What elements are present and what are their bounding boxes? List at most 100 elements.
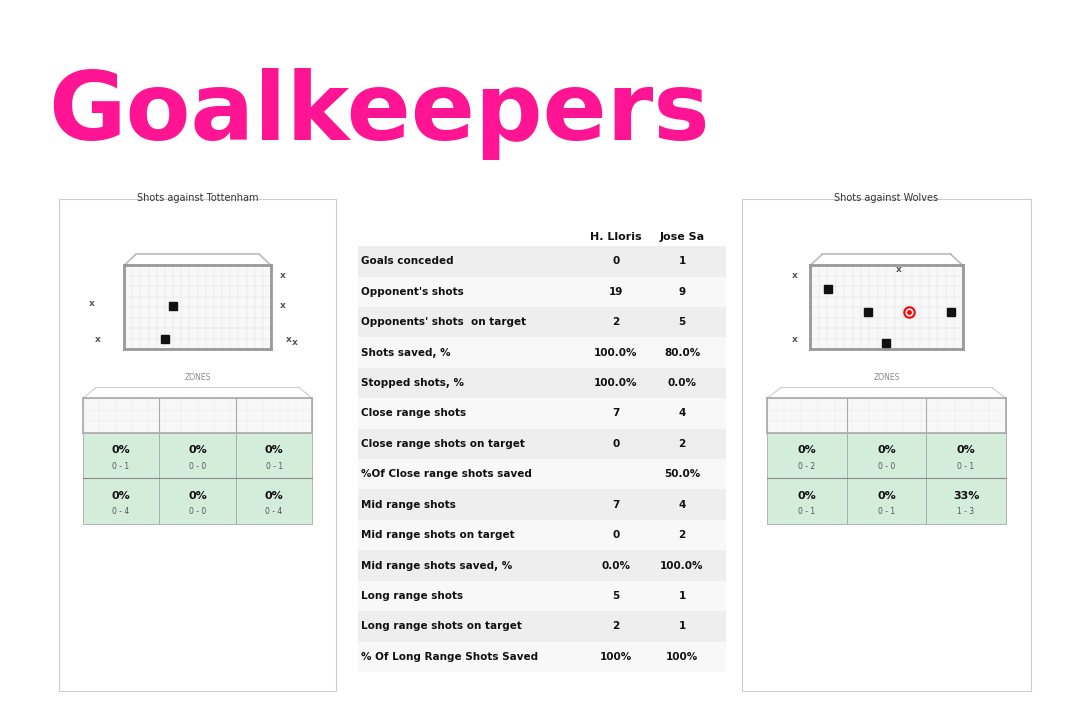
Text: Opponent's shots: Opponent's shots (361, 287, 465, 297)
Text: 19: 19 (609, 287, 623, 297)
Text: 100.0%: 100.0% (594, 378, 638, 388)
Text: 0%: 0% (877, 445, 896, 455)
Text: % Of Long Range Shots Saved: % Of Long Range Shots Saved (361, 651, 538, 661)
Text: 0 - 1: 0 - 1 (798, 508, 815, 516)
Text: 100.0%: 100.0% (594, 347, 638, 357)
Bar (236, 433, 312, 478)
Text: 0 - 2: 0 - 2 (798, 462, 815, 471)
Text: 0 - 0: 0 - 0 (189, 508, 206, 516)
Bar (926, 478, 1006, 524)
Text: x: x (792, 271, 798, 280)
Bar (358, 489, 726, 520)
Bar (159, 478, 236, 524)
Text: 0%: 0% (877, 491, 896, 501)
Text: 100%: 100% (666, 651, 698, 661)
Text: Shots against Wolves: Shots against Wolves (834, 192, 939, 202)
Text: 0%: 0% (798, 445, 816, 455)
Text: x: x (89, 299, 95, 308)
Bar (358, 368, 726, 398)
Text: Opponents' shots  on target: Opponents' shots on target (361, 318, 527, 328)
Text: Goalkeepers: Goalkeepers (48, 68, 709, 159)
Text: H. Lloris: H. Lloris (590, 232, 642, 242)
Text: 0 - 4: 0 - 4 (112, 508, 129, 516)
Text: 4: 4 (678, 409, 686, 419)
Bar (358, 276, 726, 307)
Text: x: x (280, 271, 285, 280)
Text: x: x (792, 335, 798, 344)
Bar (358, 429, 726, 459)
Bar (810, 266, 963, 350)
Text: %Of Close range shots saved: %Of Close range shots saved (361, 469, 532, 479)
Bar (83, 433, 159, 478)
Text: Shots against Tottenham: Shots against Tottenham (137, 192, 258, 202)
Text: 2: 2 (612, 318, 619, 328)
Text: 0: 0 (612, 256, 619, 266)
Text: 100%: 100% (599, 651, 632, 661)
Text: x: x (286, 335, 292, 344)
Text: x: x (280, 301, 285, 310)
Text: 0: 0 (612, 439, 619, 449)
Text: 33%: 33% (953, 491, 979, 501)
Bar (358, 611, 726, 642)
Bar (124, 266, 271, 350)
Text: Stopped shots, %: Stopped shots, % (361, 378, 465, 388)
Bar (83, 399, 313, 433)
Text: Mid range shots: Mid range shots (361, 500, 456, 510)
Text: 2: 2 (678, 439, 686, 449)
Text: 1: 1 (678, 591, 686, 601)
Bar (358, 398, 726, 429)
Bar (767, 478, 847, 524)
Bar (358, 246, 726, 276)
Text: 0 - 1: 0 - 1 (112, 462, 129, 471)
Text: 0: 0 (612, 530, 619, 540)
Bar (926, 433, 1006, 478)
Text: 0%: 0% (957, 445, 975, 455)
Text: 5: 5 (612, 591, 619, 601)
Text: Jose Sa: Jose Sa (659, 232, 705, 242)
Bar (358, 307, 726, 337)
Text: Mid range shots saved, %: Mid range shots saved, % (361, 560, 513, 570)
Bar (358, 642, 726, 672)
Text: Shots saved, %: Shots saved, % (361, 347, 451, 357)
Text: Mid range shots on target: Mid range shots on target (361, 530, 515, 540)
Text: 1 - 3: 1 - 3 (958, 508, 975, 516)
Text: Long range shots on target: Long range shots on target (361, 622, 522, 632)
Text: 0 - 0: 0 - 0 (189, 462, 206, 471)
Bar (767, 399, 1006, 433)
Text: 0 - 1: 0 - 1 (878, 508, 895, 516)
Bar (236, 478, 312, 524)
Text: 80.0%: 80.0% (664, 347, 701, 357)
Text: 7: 7 (612, 500, 619, 510)
Text: 100.0%: 100.0% (660, 560, 704, 570)
Text: 0.0%: 0.0% (668, 378, 696, 388)
Text: x: x (95, 335, 100, 344)
Bar (847, 478, 926, 524)
Text: Close range shots on target: Close range shots on target (361, 439, 525, 449)
Bar (358, 550, 726, 581)
Text: 9: 9 (678, 287, 686, 297)
Text: 0%: 0% (188, 491, 207, 501)
Text: 0%: 0% (265, 491, 283, 501)
Text: 7: 7 (612, 409, 619, 419)
Text: 0 - 1: 0 - 1 (266, 462, 283, 471)
Text: ZONES: ZONES (185, 372, 210, 382)
Text: 0 - 0: 0 - 0 (878, 462, 895, 471)
Text: x: x (896, 265, 901, 274)
Bar (159, 433, 236, 478)
Text: 0 - 4: 0 - 4 (266, 508, 283, 516)
Bar (358, 581, 726, 611)
Bar (742, 199, 1031, 691)
Text: 2: 2 (678, 530, 686, 540)
Text: 5: 5 (678, 318, 686, 328)
Text: Close range shots: Close range shots (361, 409, 467, 419)
Bar (358, 337, 726, 368)
Text: 1: 1 (678, 622, 686, 632)
Text: 0.0%: 0.0% (601, 560, 630, 570)
Bar (847, 433, 926, 478)
Text: 0%: 0% (265, 445, 283, 455)
Bar (358, 520, 726, 550)
Text: 4: 4 (678, 500, 686, 510)
Text: 0%: 0% (188, 445, 207, 455)
Bar (358, 459, 726, 489)
Text: 0%: 0% (798, 491, 816, 501)
